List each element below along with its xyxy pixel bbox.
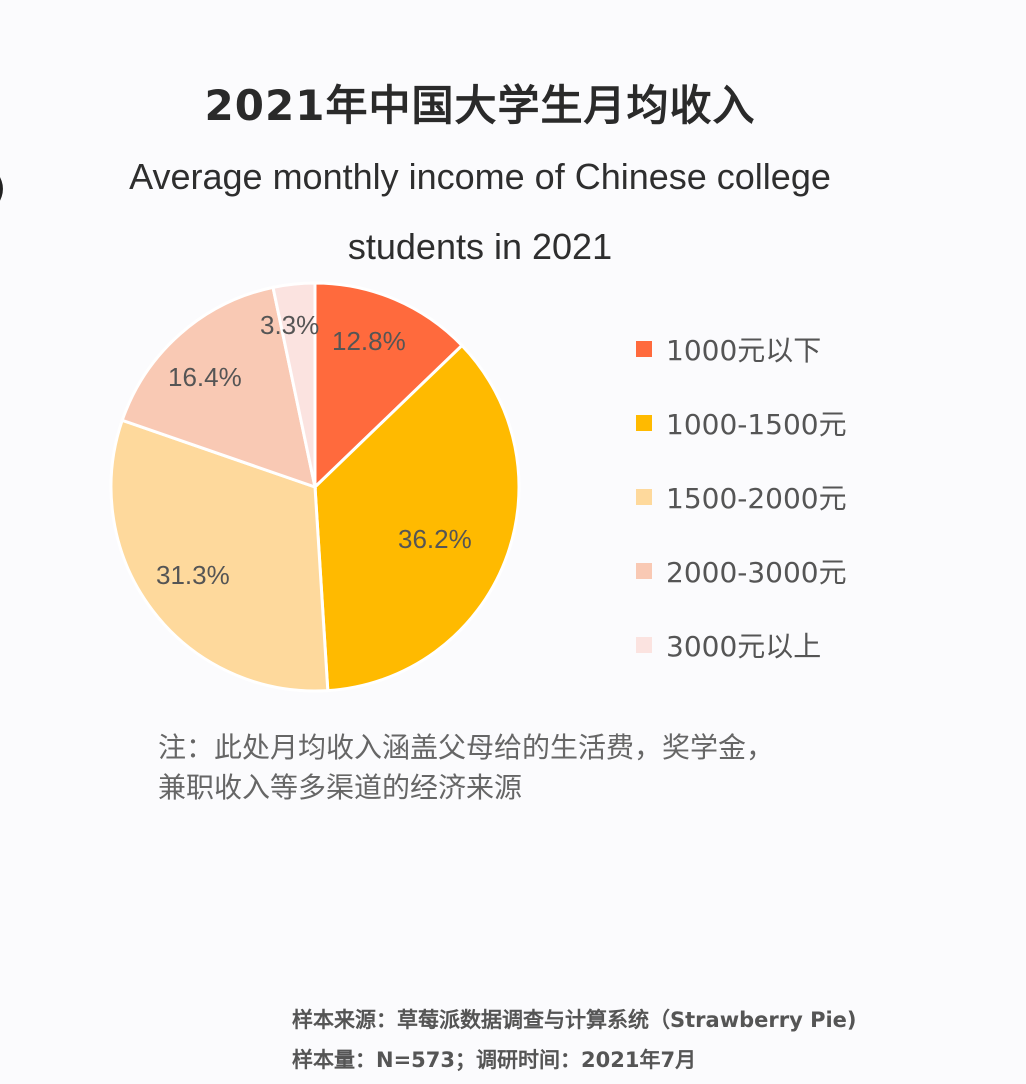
pie-slice	[313, 281, 465, 491]
legend-swatch-icon	[636, 637, 652, 653]
legend-item-2000-3000: 2000-3000元	[636, 534, 847, 608]
source-line: 样本来源：草莓派数据调查与计算系统（Strawberry Pie)	[292, 1008, 857, 1032]
legend-label: 3000元以上	[666, 630, 822, 663]
slice-label-under-1000: 12.8%	[332, 326, 406, 356]
legend-item-1000-1500: 1000-1500元	[636, 386, 847, 460]
legend-item-under-1000: 1000元以下	[636, 312, 847, 386]
pie-slice	[271, 281, 317, 488]
legend-item-over-3000: 3000元以上	[636, 608, 847, 682]
data-source: 样本来源：草莓派数据调查与计算系统（Strawberry Pie) 样本量：N=…	[292, 1000, 857, 1080]
chart-legend: 1000元以下 1000-1500元 1500-2000元 2000-3000元…	[636, 312, 847, 682]
chart-title-chinese: 2021年中国大学生月均收入	[204, 81, 756, 130]
legend-swatch-icon	[636, 489, 652, 505]
slice-label-1500-2000: 31.3%	[156, 560, 230, 590]
pie-chart-svg	[109, 281, 521, 693]
legend-item-1500-2000: 1500-2000元	[636, 460, 847, 534]
legend-swatch-icon	[636, 415, 652, 431]
pie-slice	[109, 418, 330, 693]
pie-chart: 12.8% 36.2% 31.3% 16.4% 3.3%	[100, 270, 540, 710]
legend-label: 2000-3000元	[666, 556, 847, 589]
legend-label: 1500-2000元	[666, 482, 847, 515]
slice-label-over-3000: 3.3%	[260, 310, 320, 340]
chart-footnote: 注：此处月均收入涵盖父母给的生活费，奖学金，兼职收入等多渠道的经济来源	[158, 731, 775, 804]
cropped-glyph: )	[0, 168, 6, 209]
slice-label-1000-1500: 36.2%	[398, 524, 472, 554]
legend-label: 1000-1500元	[666, 408, 847, 441]
pie-slice	[313, 343, 521, 693]
legend-swatch-icon	[636, 341, 652, 357]
chart-title-english: Average monthly income of Chinese colleg…	[129, 156, 831, 267]
sample-size-line: 样本量：N=573；调研时间：2021年7月	[292, 1048, 697, 1072]
pie-slice	[120, 285, 318, 490]
legend-swatch-icon	[636, 563, 652, 579]
legend-label: 1000元以下	[666, 334, 822, 367]
slice-label-2000-3000: 16.4%	[168, 362, 242, 392]
